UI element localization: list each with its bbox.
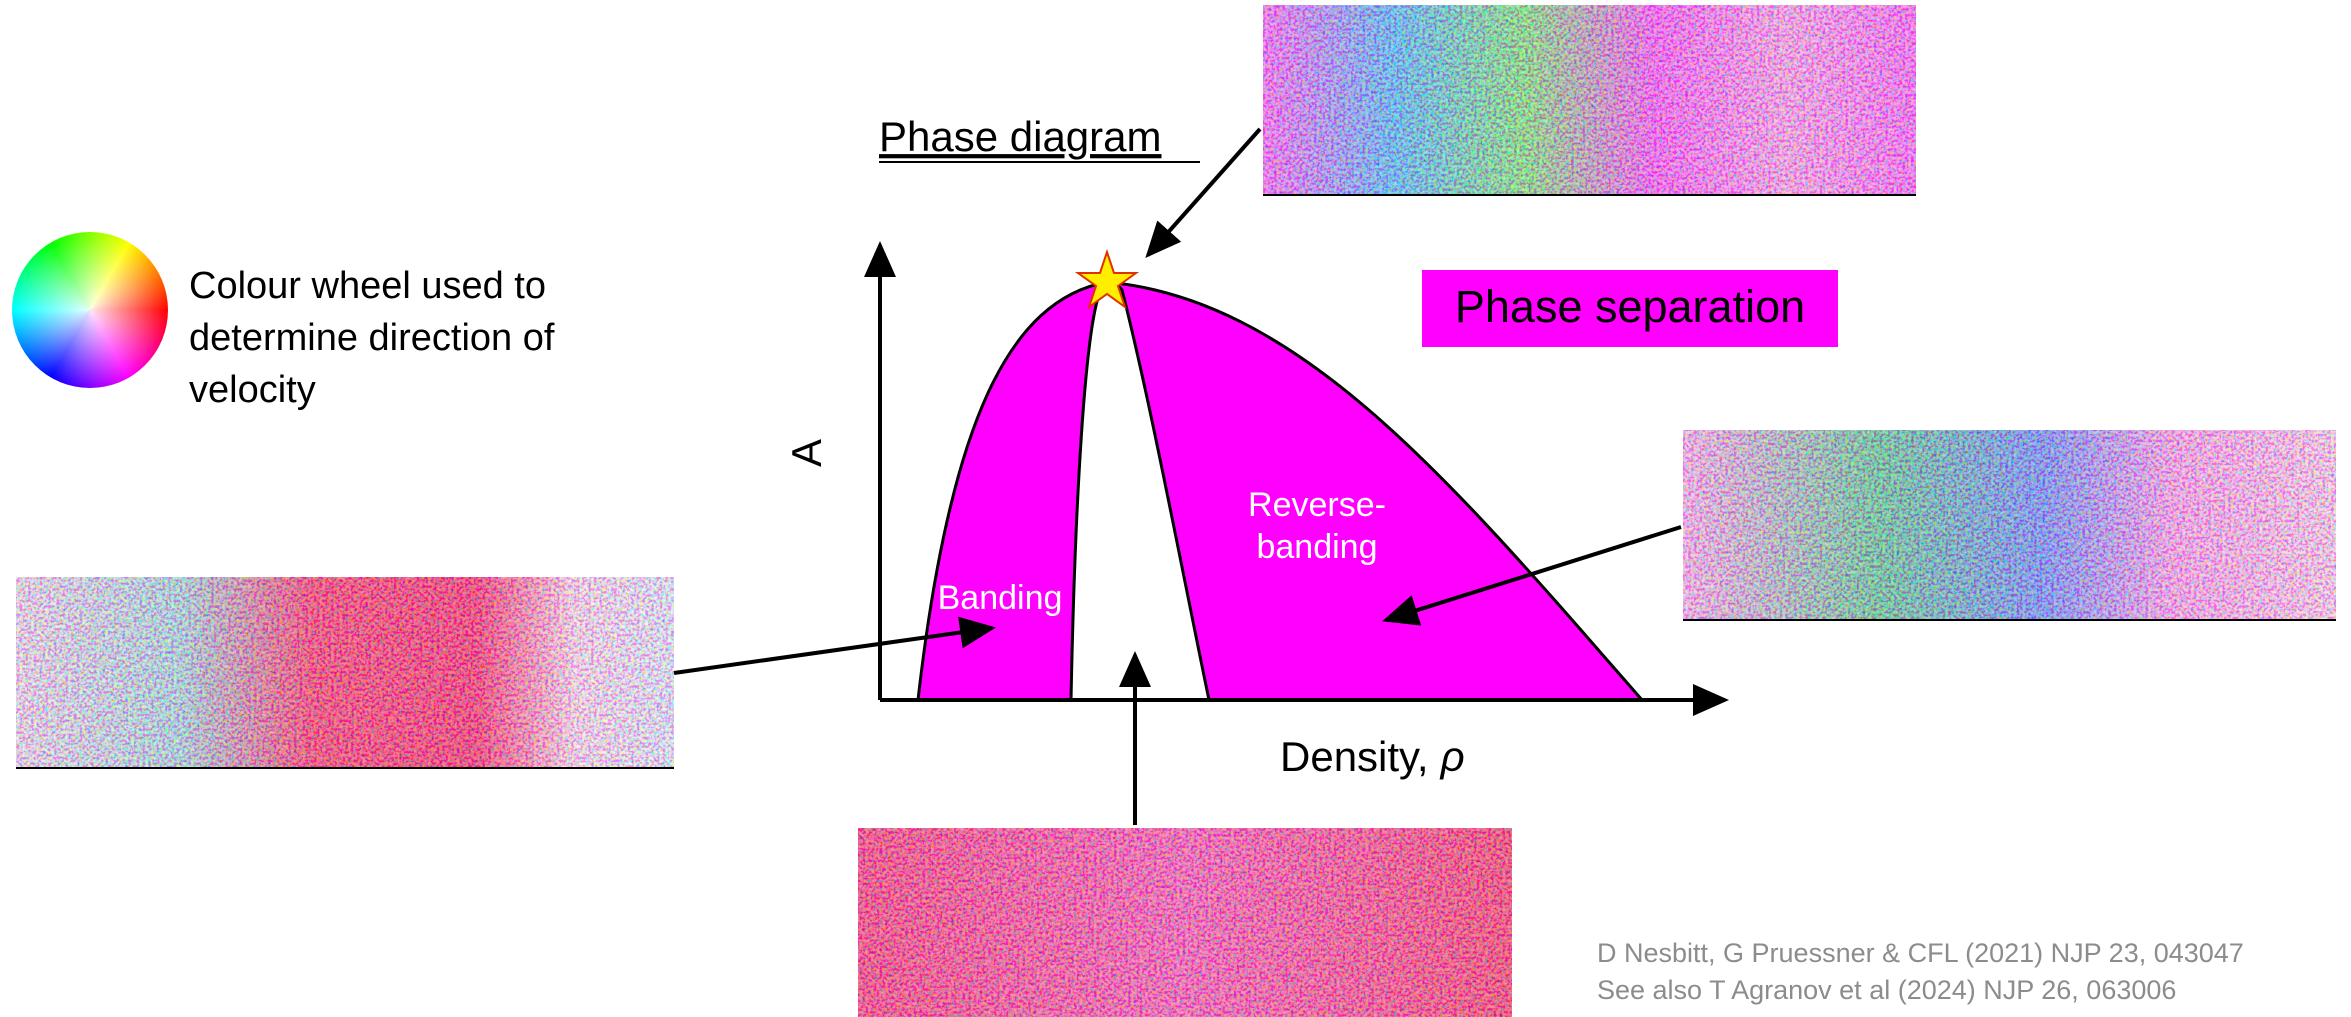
y-axis-label: A — [783, 439, 830, 467]
x-axis-label-text: Density, — [1280, 733, 1429, 780]
snapshot-texture — [1683, 430, 2336, 620]
snapshot-texture — [1263, 5, 1916, 195]
arrow — [1148, 129, 1260, 255]
colour-wheel — [12, 232, 168, 388]
references: D Nesbitt, G Pruessner & CFL (2021) NJP … — [1597, 938, 2244, 1005]
snapshot-texture — [858, 828, 1512, 1017]
reference: D Nesbitt, G Pruessner & CFL (2021) NJP … — [1597, 938, 2244, 968]
phase-diagram: Banding Reverse- banding Phase separatio… — [783, 113, 1838, 780]
slide: Banding Reverse- banding Phase separatio… — [0, 0, 2351, 1017]
snapshot-texture — [16, 577, 674, 768]
page: Banding Reverse- banding Phase separatio… — [0, 0, 2351, 1017]
x-axis-symbol: ρ — [1439, 733, 1465, 780]
caption-line: Colour wheel used to — [189, 265, 546, 307]
region-label: Reverse- — [1248, 486, 1386, 524]
region-label: Phase separation — [1455, 281, 1805, 332]
title: Phase diagram — [879, 113, 1162, 160]
region-label: banding — [1256, 528, 1377, 566]
region-label: Banding — [938, 579, 1063, 617]
colour-wheel-caption: Colour wheel used to determine direction… — [189, 265, 555, 411]
reference: See also T Agranov et al (2024) NJP 26, … — [1597, 975, 2176, 1005]
x-axis-label: Density,ρ — [1280, 733, 1465, 780]
caption-line: velocity — [189, 369, 316, 411]
caption-line: determine direction of — [189, 317, 555, 359]
